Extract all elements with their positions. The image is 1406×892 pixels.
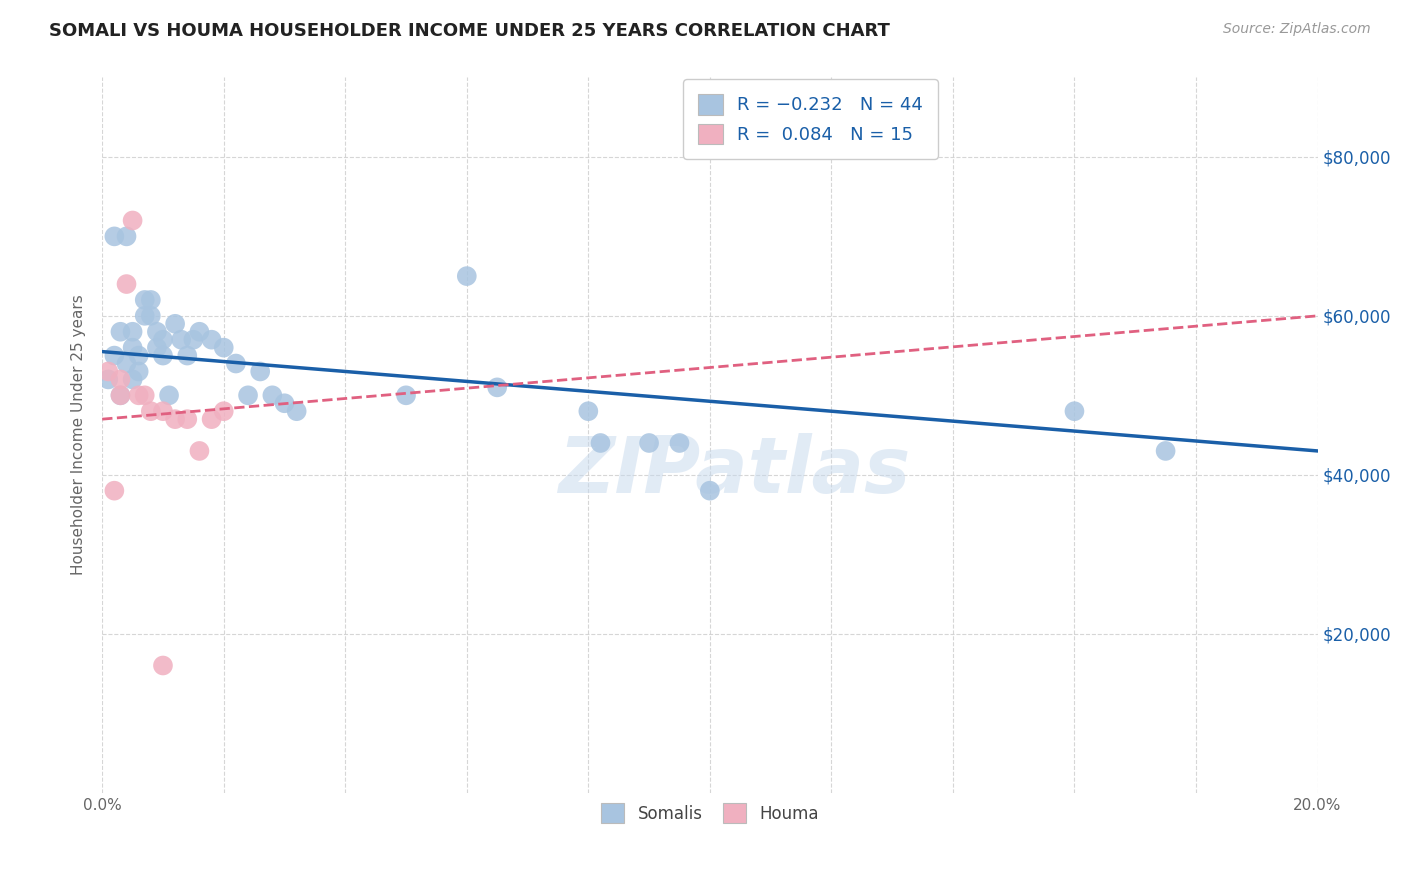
Somalis (110, 388, 132, 402)
Houma (110, 372, 132, 386)
Houma (165, 412, 187, 426)
Somalis (225, 357, 247, 371)
Houma (115, 277, 138, 291)
Somalis (249, 364, 271, 378)
Somalis (103, 229, 125, 244)
Somalis (139, 309, 162, 323)
Somalis (262, 388, 284, 402)
Legend: Somalis, Houma: Somalis, Houma (589, 792, 831, 834)
Somalis (212, 341, 235, 355)
Somalis (236, 388, 259, 402)
Somalis (638, 436, 661, 450)
Somalis (152, 349, 174, 363)
Houma (128, 388, 150, 402)
Somalis (165, 317, 187, 331)
Somalis (395, 388, 418, 402)
Y-axis label: Householder Income Under 25 years: Householder Income Under 25 years (72, 294, 86, 575)
Somalis (170, 333, 193, 347)
Text: ZIPatlas: ZIPatlas (558, 433, 910, 508)
Houma (152, 658, 174, 673)
Houma (200, 412, 222, 426)
Somalis (103, 349, 125, 363)
Somalis (134, 293, 156, 307)
Houma (152, 404, 174, 418)
Somalis (97, 372, 120, 386)
Somalis (273, 396, 295, 410)
Houma (188, 444, 211, 458)
Somalis (110, 325, 132, 339)
Somalis (699, 483, 721, 498)
Somalis (576, 404, 599, 418)
Somalis (1154, 444, 1177, 458)
Houma (121, 213, 143, 227)
Somalis (188, 325, 211, 339)
Somalis (139, 293, 162, 307)
Somalis (589, 436, 612, 450)
Text: Source: ZipAtlas.com: Source: ZipAtlas.com (1223, 22, 1371, 37)
Somalis (128, 364, 150, 378)
Somalis (128, 349, 150, 363)
Houma (103, 483, 125, 498)
Somalis (157, 388, 180, 402)
Somalis (152, 333, 174, 347)
Houma (176, 412, 198, 426)
Somalis (146, 325, 169, 339)
Text: SOMALI VS HOUMA HOUSEHOLDER INCOME UNDER 25 YEARS CORRELATION CHART: SOMALI VS HOUMA HOUSEHOLDER INCOME UNDER… (49, 22, 890, 40)
Somalis (285, 404, 308, 418)
Somalis (121, 325, 143, 339)
Somalis (115, 229, 138, 244)
Houma (110, 388, 132, 402)
Somalis (456, 269, 478, 284)
Houma (134, 388, 156, 402)
Houma (97, 364, 120, 378)
Somalis (1063, 404, 1085, 418)
Somalis (134, 309, 156, 323)
Somalis (115, 357, 138, 371)
Somalis (176, 349, 198, 363)
Somalis (183, 333, 205, 347)
Somalis (668, 436, 690, 450)
Somalis (121, 372, 143, 386)
Somalis (200, 333, 222, 347)
Houma (139, 404, 162, 418)
Somalis (146, 341, 169, 355)
Somalis (121, 341, 143, 355)
Somalis (486, 380, 509, 394)
Houma (212, 404, 235, 418)
